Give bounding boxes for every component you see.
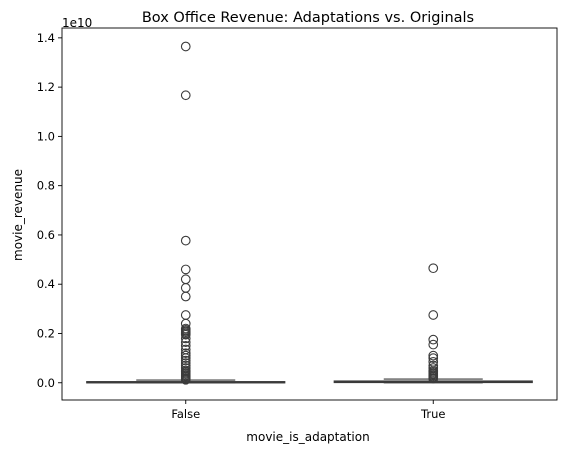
outlier-point [180,329,191,340]
plot-content: 0.0 0.2 0.4 0.6 0.8 1.0 1.2 1.4 False True [37,27,558,421]
outlier-point [180,264,191,275]
outlier-point [180,310,191,320]
outlier-point [180,333,191,344]
y-offset-label: 1e10 [62,16,92,30]
outlier-point [180,340,191,351]
chart-title: Box Office Revenue: Adaptations vs. Orig… [142,10,474,26]
y-tick-label: 1.4 [37,31,55,45]
outlier-point [180,41,191,52]
y-tick-label: 1.2 [37,80,55,94]
outlier-point [180,374,191,385]
outlier-point [428,263,439,274]
y-tick-label: 0.8 [37,179,55,193]
outlier-point [180,348,191,359]
outlier-point [428,373,439,384]
x-axis-label: movie_is_adaptation [246,430,369,444]
y-tick-label: 0.0 [37,376,55,390]
outlier-point [428,353,439,363]
y-axis-label: movie_revenue [11,169,25,261]
plot-frame [61,27,558,401]
outlier-point [180,235,191,246]
outlier-point [180,337,191,347]
outlier-point [428,350,439,361]
outlier-point [180,291,191,302]
outlier-point [428,339,439,350]
y-tick-label: 0.4 [37,277,55,291]
outlier-point [428,334,439,345]
y-tick-label: 0.6 [37,228,55,242]
outlier-point [180,355,191,366]
outlier-point [180,350,191,361]
outlier-point [180,274,191,285]
x-tick-label: True [420,407,445,421]
y-tick-label: 1.0 [37,129,55,143]
x-tick-label: False [171,407,200,421]
outlier-point [180,283,191,293]
outlier-point [180,90,191,101]
y-tick-label: 0.2 [37,326,55,340]
outlier-point [180,353,191,363]
outlier-point [428,310,439,320]
